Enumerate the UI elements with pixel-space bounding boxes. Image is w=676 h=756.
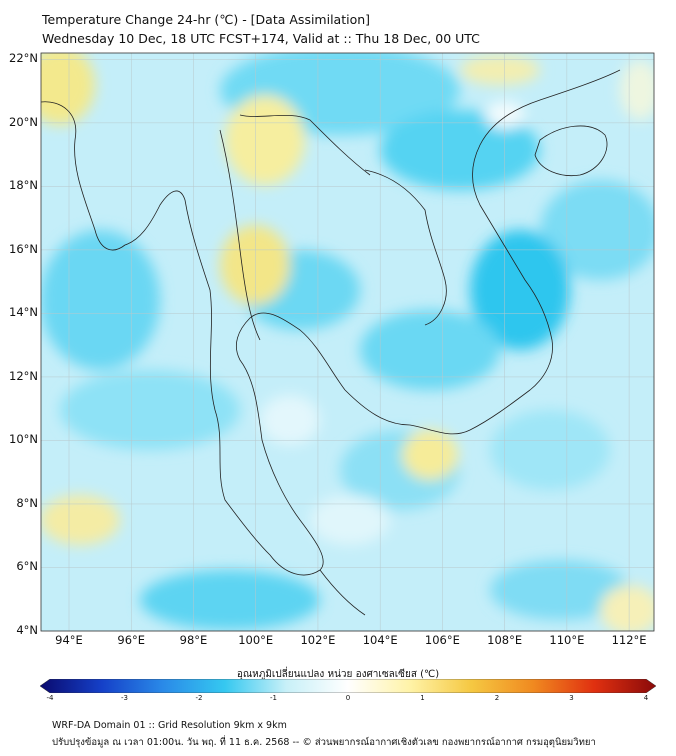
coastlines-and-borders [40,69,621,616]
colorbar-tick-label: 4 [643,694,649,702]
lat-label: 8°N [16,495,38,510]
lat-label: 10°N [9,432,38,447]
lon-label: 94°E [55,633,83,647]
colorbar-tick-label: -4 [46,694,54,702]
lat-label: 14°N [9,305,38,320]
colorbar-tick-label: 2 [494,694,500,702]
footer-credit: ปรับปรุงข้อมูล ณ เวลา 01:00น. วัน พฤ. ที… [52,737,596,748]
colorbar-tick-label: 3 [569,694,574,702]
footer-model-info: WRF-DA Domain 01 :: Grid Resolution 9km … [52,720,287,731]
colorbar-tick-label: 1 [420,694,425,702]
lat-label: 18°N [9,178,38,193]
graticule [41,53,654,632]
temperature-field [41,53,654,631]
lon-label: 102°E [300,633,336,647]
lat-label: 4°N [16,623,38,637]
temperature-change-map [40,52,655,632]
colorbar-title: อุณหภูมิเปลี่ยนแปลง หน่วย องศาเซลเซียส (… [236,669,440,680]
lon-label: 112°E [611,633,647,647]
colorbar-tick-label: -1 [270,694,277,702]
lon-label: 108°E [487,633,523,647]
lon-label: 104°E [362,633,398,647]
lat-label: 6°N [16,559,38,574]
lat-label: 20°N [9,114,38,129]
map-subtitle: Wednesday 10 Dec, 18 UTC FCST+174, Valid… [42,31,480,46]
temperature-colorbar [40,679,656,693]
map-frame [40,52,655,632]
colorbar-tick-label: -2 [195,694,203,702]
colorbar-tick-label: 0 [345,694,351,702]
lat-label: 22°N [9,51,38,66]
colorbar-tick-label: -3 [121,694,128,702]
lon-label: 98°E [179,633,208,647]
lon-label: 96°E [117,633,146,647]
lat-label: 16°N [9,241,38,256]
lat-label: 12°N [9,368,38,383]
lon-label: 110°E [549,633,585,647]
lon-label: 100°E [238,633,274,647]
lon-label: 106°E [424,633,460,647]
map-title: Temperature Change 24-hr (℃) - [Data Ass… [42,12,371,27]
